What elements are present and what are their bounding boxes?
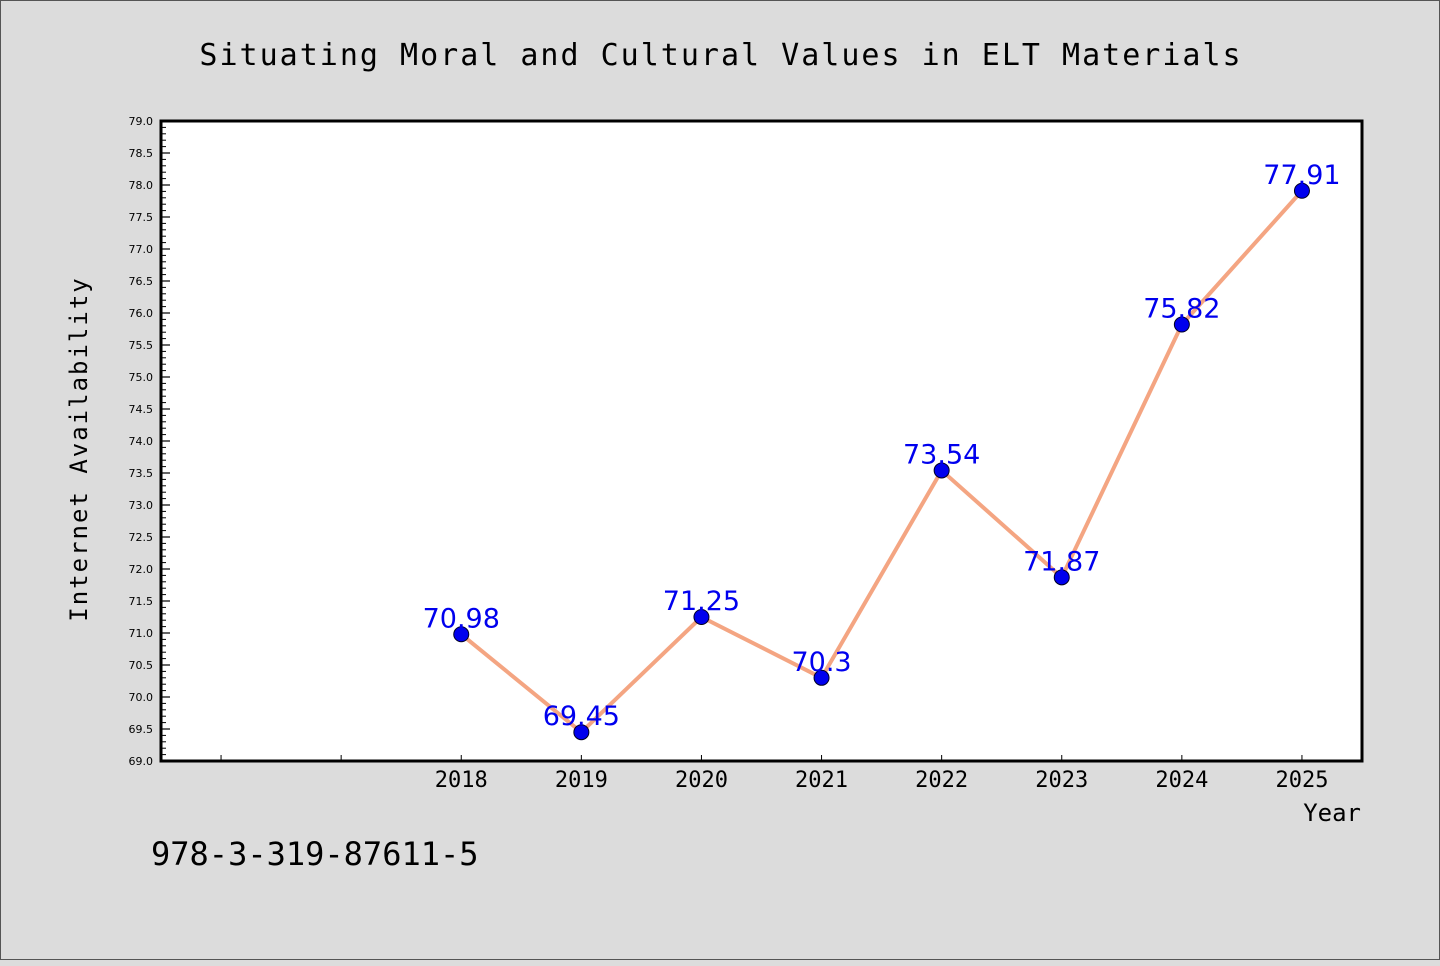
data-point	[573, 724, 590, 741]
series-group: 70.98 69.45 71.25 70.3 73.54 71.87 75.82 77.91	[423, 160, 1341, 741]
y-tick-label: 77.0	[129, 243, 154, 256]
y-tick-label: 78.5	[129, 147, 154, 160]
data-point	[1293, 182, 1310, 199]
chart-title: Situating Moral and Cultural Values in E…	[199, 38, 1242, 73]
x-tick-label: 2022	[915, 768, 968, 793]
data-label: 71.87	[1023, 546, 1100, 577]
y-axis: 69.0 69.5 70.0 70.5 71.0 71.5 72.0 72.5 73.0 73.5…	[129, 115, 170, 768]
data-point	[813, 669, 830, 686]
x-tick-label: 2025	[1275, 768, 1328, 793]
data-label: 71.25	[663, 586, 740, 617]
data-point	[1173, 316, 1190, 333]
y-tick-label: 71.5	[129, 595, 154, 608]
x-tick-label: 2021	[795, 768, 848, 793]
x-tick-label: 2020	[675, 768, 728, 793]
y-tick-label: 76.0	[129, 307, 154, 320]
footer-isbn: 978-3-319-87611-5	[151, 835, 479, 873]
y-tick-label: 75.0	[129, 371, 154, 384]
y-tick-label: 78.0	[129, 179, 154, 192]
x-tick-label: 2018	[435, 768, 488, 793]
y-tick-label: 72.0	[129, 563, 154, 576]
y-tick-label: 70.5	[129, 659, 154, 672]
data-point	[933, 462, 950, 479]
y-tick-label: 73.5	[129, 467, 154, 480]
y-tick-label: 75.5	[129, 339, 154, 352]
x-tick-label: 2023	[1035, 768, 1088, 793]
data-label: 70.98	[423, 603, 500, 634]
y-tick-label: 74.5	[129, 403, 154, 416]
x-axis-label: Year	[1303, 799, 1361, 827]
plot-area	[159, 119, 1364, 763]
y-tick-label: 69.0	[129, 755, 154, 768]
series-line	[459, 189, 1304, 735]
y-tick-label: 79.0	[129, 115, 154, 128]
data-label: 75.82	[1143, 294, 1220, 325]
y-tick-label: 77.5	[129, 211, 154, 224]
data-label: 73.54	[903, 439, 980, 470]
x-tick-label: 2019	[555, 768, 608, 793]
x-tick-label: 2024	[1155, 768, 1208, 793]
data-label: 69.45	[543, 701, 620, 732]
data-label: 70.3	[791, 647, 851, 678]
y-axis-label: Internet Availability	[65, 276, 93, 621]
y-tick-label: 71.0	[129, 627, 154, 640]
y-tick-label: 76.5	[129, 275, 154, 288]
data-label: 77.91	[1263, 160, 1340, 191]
data-point	[1053, 569, 1070, 586]
y-tick-label: 74.0	[129, 435, 154, 448]
x-axis: 2018 2019 2020 2021 2022 2023 2024 2025	[220, 755, 1328, 793]
data-point	[693, 609, 710, 625]
y-tick-label: 70.0	[129, 691, 154, 704]
y-tick-label: 73.0	[129, 499, 154, 512]
y-tick-label: 72.5	[129, 531, 154, 544]
data-point	[453, 626, 470, 643]
y-tick-label: 69.5	[129, 723, 154, 736]
